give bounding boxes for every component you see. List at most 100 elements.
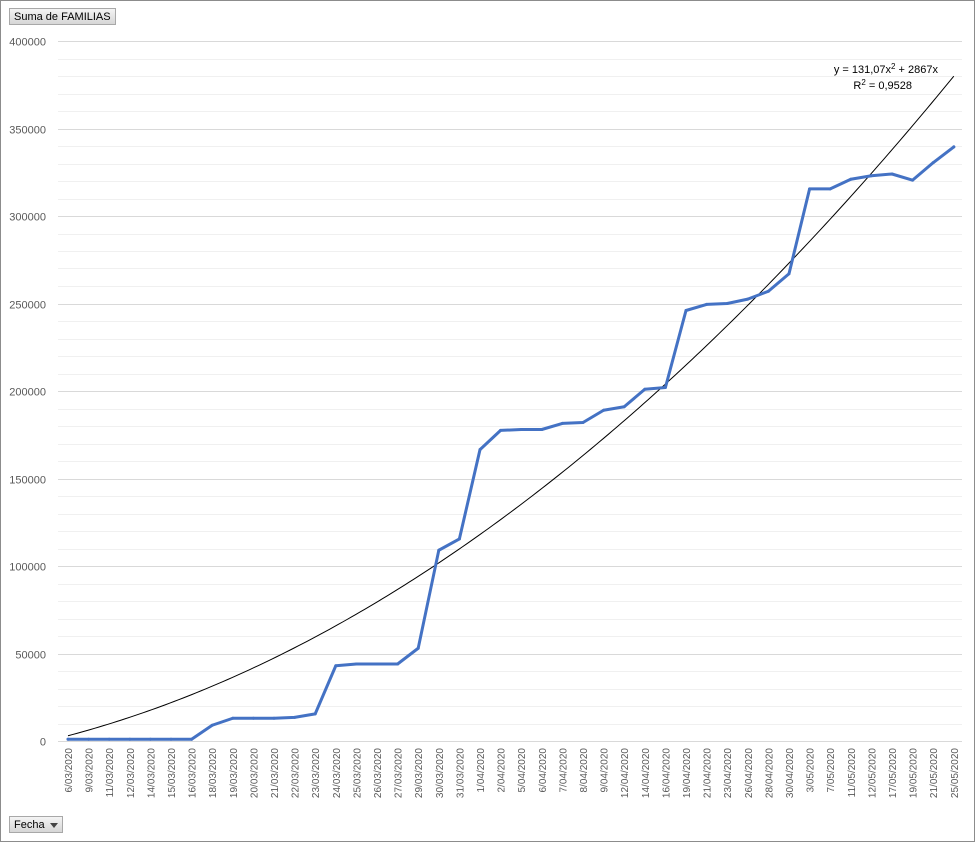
x-tick-label: 20/03/2020 [249, 748, 260, 798]
x-tick-label: 24/03/2020 [332, 748, 343, 798]
data-point [663, 386, 667, 389]
data-point [725, 302, 729, 305]
major-gridlines [58, 41, 962, 742]
data-point [746, 297, 750, 301]
x-tick-label: 22/03/2020 [291, 748, 302, 798]
x-tick-label: 21/03/2020 [270, 748, 281, 798]
data-point [622, 405, 626, 409]
x-tick-label: 1/04/2020 [476, 748, 487, 793]
data-point [251, 716, 255, 720]
data-point [148, 737, 152, 741]
data-point [334, 664, 338, 668]
data-point [396, 662, 400, 666]
data-point [787, 272, 791, 276]
data-point [849, 177, 853, 181]
x-tick-label: 16/04/2020 [661, 748, 672, 798]
x-tick-label: 12/04/2020 [620, 748, 631, 798]
data-point [416, 646, 420, 650]
data-point [952, 145, 956, 149]
x-tick-label: 3/05/2020 [806, 748, 817, 793]
data-point [231, 716, 235, 720]
y-tick-label: 0 [40, 737, 46, 749]
x-tick-label: 6/04/2020 [538, 748, 549, 793]
y-tick-label: 150000 [9, 475, 46, 487]
x-tick-label: 23/03/2020 [311, 748, 322, 798]
x-tick-label: 15/03/2020 [167, 748, 178, 798]
x-tick-label: 7/05/2020 [826, 748, 837, 793]
x-tick-label: 5/04/2020 [517, 748, 528, 793]
data-point [540, 428, 544, 431]
y-tick-label: 200000 [9, 387, 46, 399]
x-tick-label: 14/03/2020 [146, 748, 157, 798]
x-tick-label: 11/05/2020 [847, 748, 858, 798]
data-point [293, 715, 297, 719]
y-tick-label: 100000 [9, 562, 46, 574]
x-tick-label: 26/03/2020 [373, 748, 384, 798]
y-tick-label: 350000 [9, 125, 46, 137]
x-tick-label: 30/03/2020 [435, 748, 446, 798]
trendline-equation: y = 131,07x2 + 2867x [834, 62, 939, 76]
data-point [437, 548, 441, 552]
x-tick-label: 6/03/2020 [64, 748, 75, 793]
x-tick-label: 11/03/2020 [105, 748, 116, 798]
data-point [808, 187, 812, 191]
x-tick-label: 2/04/2020 [497, 748, 508, 793]
x-tick-label: 12/05/2020 [867, 748, 878, 798]
x-tick-label: 14/04/2020 [641, 748, 652, 798]
minor-gridlines [58, 59, 962, 725]
x-tick-label: 16/03/2020 [188, 748, 199, 798]
data-point [684, 309, 688, 312]
y-tick-label: 250000 [9, 300, 46, 312]
x-tick-label: 9/04/2020 [600, 748, 611, 793]
x-tick-label: 17/05/2020 [888, 748, 899, 798]
values-field-label: Suma de FAMILIAS [14, 11, 111, 23]
data-point [66, 737, 70, 741]
series-points [66, 145, 956, 741]
data-point [272, 716, 276, 720]
y-tick-label: 400000 [9, 37, 46, 49]
trendline [67, 75, 955, 737]
x-tick-label: 18/03/2020 [208, 748, 219, 798]
axis-field-label: Fecha [14, 819, 45, 831]
x-tick-label: 23/04/2020 [723, 748, 734, 798]
values-field-button[interactable]: Suma de FAMILIAS [9, 8, 116, 25]
data-point [643, 387, 647, 391]
data-point [375, 662, 379, 666]
data-point [828, 187, 832, 191]
x-tick-label: 19/04/2020 [682, 748, 693, 798]
x-tick-label: 7/04/2020 [558, 748, 569, 793]
y-axis-tick-labels: 0 50000 100000 150000 200000 250000 300000 3500… [9, 37, 46, 749]
x-tick-label: 19/05/2020 [909, 748, 920, 798]
x-tick-label: 25/05/2020 [950, 748, 961, 798]
data-point [766, 289, 770, 293]
data-point [87, 737, 91, 741]
x-tick-label: 29/03/2020 [414, 748, 425, 798]
data-point [354, 662, 358, 666]
data-point [911, 178, 915, 182]
data-point [128, 737, 132, 741]
x-tick-label: 8/04/2020 [579, 748, 590, 793]
data-point [519, 428, 523, 431]
x-tick-label: 12/03/2020 [126, 748, 137, 798]
x-tick-label: 25/03/2020 [352, 748, 363, 798]
x-tick-label: 28/04/2020 [764, 748, 775, 798]
chevron-down-icon[interactable] [49, 822, 58, 828]
x-tick-label: 30/04/2020 [785, 748, 796, 798]
x-tick-label: 21/04/2020 [703, 748, 714, 798]
data-point [107, 737, 111, 741]
x-tick-label: 19/03/2020 [229, 748, 240, 798]
x-tick-label: 27/03/2020 [394, 748, 405, 798]
data-point [478, 448, 482, 452]
data-point [931, 161, 935, 165]
data-point [210, 723, 214, 727]
data-point [560, 421, 564, 425]
x-tick-label: 26/04/2020 [744, 748, 755, 798]
data-point [869, 174, 873, 178]
data-point [190, 737, 194, 741]
x-tick-label: 9/03/2020 [85, 748, 96, 793]
axis-field-button[interactable]: Fecha [9, 816, 63, 833]
trendline-r-squared: R2 = 0,9528 [853, 78, 912, 92]
data-point [602, 408, 606, 412]
